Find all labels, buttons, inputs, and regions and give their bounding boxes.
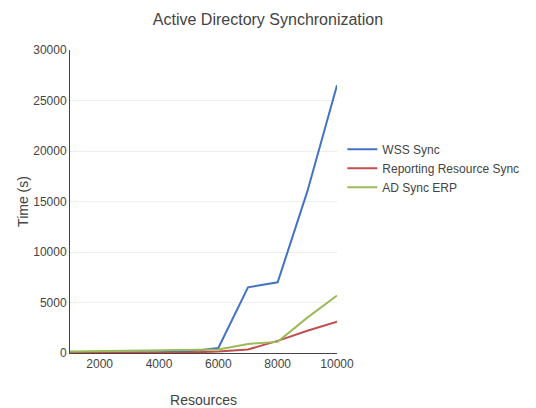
svg-text:5000: 5000 xyxy=(40,296,67,310)
svg-text:4000: 4000 xyxy=(146,357,173,371)
svg-text:20000: 20000 xyxy=(33,144,67,158)
svg-text:2000: 2000 xyxy=(86,357,113,371)
svg-text:Active Directory Synchronizati: Active Directory Synchronization xyxy=(153,11,383,28)
svg-text:15000: 15000 xyxy=(33,195,67,209)
svg-text:Time (s): Time (s) xyxy=(15,176,31,227)
svg-text:WSS Sync: WSS Sync xyxy=(382,143,439,157)
svg-text:8000: 8000 xyxy=(264,357,291,371)
svg-text:25000: 25000 xyxy=(33,94,67,108)
svg-text:6000: 6000 xyxy=(205,357,232,371)
svg-text:10000: 10000 xyxy=(33,245,67,259)
svg-text:Reporting Resource Sync: Reporting Resource Sync xyxy=(382,162,519,176)
svg-text:Resources: Resources xyxy=(170,392,237,408)
svg-text:AD Sync ERP: AD Sync ERP xyxy=(382,181,457,195)
svg-text:10000: 10000 xyxy=(320,357,354,371)
svg-text:30000: 30000 xyxy=(33,43,67,57)
svg-text:0: 0 xyxy=(60,346,67,360)
